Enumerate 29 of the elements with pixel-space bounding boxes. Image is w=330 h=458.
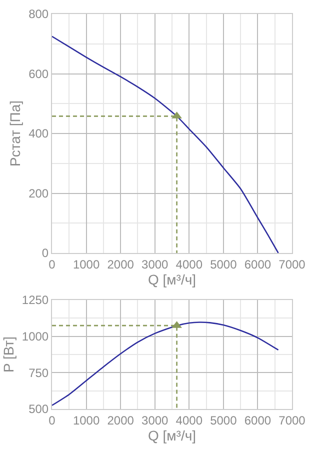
- x-tick-label: 5000: [210, 413, 238, 428]
- y-tick-label: 0: [42, 246, 49, 260]
- x-axis-title: Q [м³/ч]: [148, 428, 196, 444]
- y-tick-label: 1000: [22, 330, 49, 344]
- x-tick-label: 6000: [244, 413, 272, 428]
- y-tick-label: 500: [28, 402, 49, 416]
- x-tick-label: 2000: [107, 413, 134, 428]
- x-tick-label: 3000: [142, 413, 169, 428]
- x-tick-label: 1000: [72, 257, 100, 272]
- line-series: [52, 36, 279, 253]
- x-tick-label: 4000: [176, 257, 203, 272]
- x-tick-label: 6000: [244, 257, 272, 272]
- x-tick-label: 2000: [107, 257, 134, 272]
- x-tick-label: 5000: [210, 257, 238, 272]
- y-tick-label: 600: [28, 66, 49, 81]
- y-tick-label: 400: [28, 126, 49, 141]
- y-tick-label: 800: [28, 7, 49, 22]
- x-tick-label: 7000: [278, 413, 306, 428]
- line-series: [52, 322, 279, 406]
- x-tick-label: 3000: [142, 257, 169, 272]
- y-axis-title: Pстат [Па]: [7, 100, 24, 167]
- x-tick-label: 4000: [176, 413, 203, 428]
- x-tick-label: 7000: [278, 257, 306, 272]
- y-tick-label: 750: [28, 366, 49, 380]
- y-tick-label: 200: [28, 186, 49, 200]
- y-tick-label: 1250: [22, 293, 49, 308]
- x-axis-title: Q [м³/ч]: [148, 272, 196, 288]
- y-axis-title: P [Вт]: [0, 336, 16, 373]
- x-tick-label: 1000: [72, 413, 100, 428]
